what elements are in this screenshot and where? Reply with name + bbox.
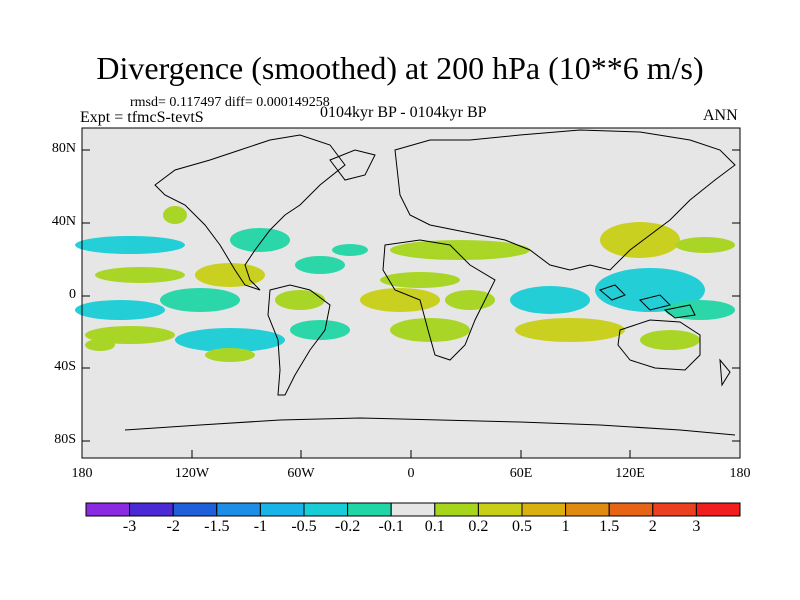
period-label: 0104kyr BP - 0104kyr BP	[320, 104, 487, 121]
colorbar-swatch	[608, 502, 654, 517]
lon-tick-label: 0	[407, 466, 415, 481]
lon-tick-label: 120E	[615, 466, 645, 481]
colorbar-swatch	[565, 502, 610, 517]
field-patch	[380, 272, 460, 288]
plot-title: Divergence (smoothed) at 200 hPa (10**6 …	[96, 50, 704, 86]
field-patch	[515, 318, 625, 342]
field-patch	[195, 263, 265, 287]
field-patch	[205, 348, 255, 362]
field-patch	[595, 268, 705, 312]
coast-south-america	[267, 284, 331, 396]
field-patch	[85, 339, 115, 351]
coast-eurasia	[394, 129, 736, 271]
field-patch	[230, 228, 290, 252]
colorbar-swatch	[652, 502, 697, 517]
lon-tick-marks	[81, 450, 741, 458]
colorbar-swatch	[303, 502, 349, 517]
colorbar-swatch	[434, 502, 479, 517]
stats-text: rmsd= 0.117497 diff= 0.000149258	[130, 95, 330, 110]
coast-australia	[617, 319, 701, 371]
lat-tick-label: 80N	[51, 141, 76, 156]
colorbar-label: 0.2	[468, 518, 489, 535]
field-patch	[160, 288, 240, 312]
field-patch	[675, 237, 735, 253]
season-label: ANN	[703, 107, 738, 124]
field-patch	[445, 290, 495, 310]
colorbar-swatch	[477, 502, 523, 517]
coast-new-zealand	[719, 358, 731, 387]
colorbar	[85, 502, 741, 517]
field-patch	[360, 288, 440, 312]
colorbar-label: -1	[253, 518, 268, 535]
colorbar-label: -0.2	[334, 518, 361, 535]
colorbar-swatch	[216, 502, 261, 517]
colorbar-label: 1.5	[599, 518, 620, 535]
coastlines	[124, 129, 736, 436]
colorbar-label: -3	[122, 518, 137, 535]
field-patch	[275, 290, 325, 310]
coast-greenland	[329, 149, 376, 181]
colorbar-label: 1	[561, 518, 570, 535]
colorbar-swatch	[85, 502, 131, 517]
lat-tick-label: 40N	[51, 214, 76, 229]
colorbar-label: 3	[692, 518, 701, 535]
field-patch	[95, 267, 185, 283]
field-patch	[390, 240, 530, 260]
colorbar-label: 0.5	[512, 518, 532, 535]
lon-tick-label: 60W	[287, 466, 315, 481]
field-patch	[640, 330, 700, 350]
field-patches	[75, 206, 735, 362]
colorbar-label: -0.5	[291, 518, 317, 535]
field-patch	[163, 206, 187, 224]
field-patch	[665, 300, 735, 320]
colorbar-swatch	[390, 502, 436, 517]
lon-tick-label: 120W	[174, 466, 210, 481]
lat-tick-label: 0	[69, 287, 76, 302]
colorbar-label: -0.1	[378, 518, 404, 535]
lon-tick-label: 60E	[509, 466, 533, 481]
field-patch	[390, 318, 470, 342]
lon-tick-label: 180	[71, 466, 93, 481]
field-patch	[600, 222, 680, 258]
field-patch	[295, 256, 345, 274]
lat-tick-label: 80S	[54, 432, 76, 447]
colorbar-swatch	[347, 502, 392, 517]
colorbar-label: -1.5	[204, 518, 230, 535]
coast-north-america	[154, 134, 346, 291]
lat-tick-label: 40S	[54, 359, 76, 374]
colorbar-label: -2	[166, 518, 180, 535]
colorbar-label: 0.1	[424, 518, 445, 535]
coast-antarctica	[124, 417, 736, 436]
field-patch	[75, 236, 185, 254]
colorbar-swatch	[259, 502, 305, 517]
field-patch	[85, 326, 175, 344]
colorbar-swatch	[129, 502, 174, 517]
coast-maritime-continent	[598, 284, 696, 319]
field-patch	[75, 300, 165, 320]
colorbar-swatch	[521, 502, 567, 517]
coast-africa	[382, 239, 496, 361]
field-patch	[332, 244, 368, 256]
lat-tick-marks	[82, 149, 740, 442]
colorbar-swatch	[172, 502, 218, 517]
field-patch	[510, 286, 590, 314]
field-patch	[290, 320, 350, 340]
colorbar-swatch	[695, 502, 741, 517]
lon-tick-label: 180	[729, 466, 751, 481]
experiment-label: Expt = tfmcS-tevtS	[80, 109, 204, 126]
colorbar-label: 2	[648, 518, 657, 535]
field-patch	[175, 328, 285, 352]
